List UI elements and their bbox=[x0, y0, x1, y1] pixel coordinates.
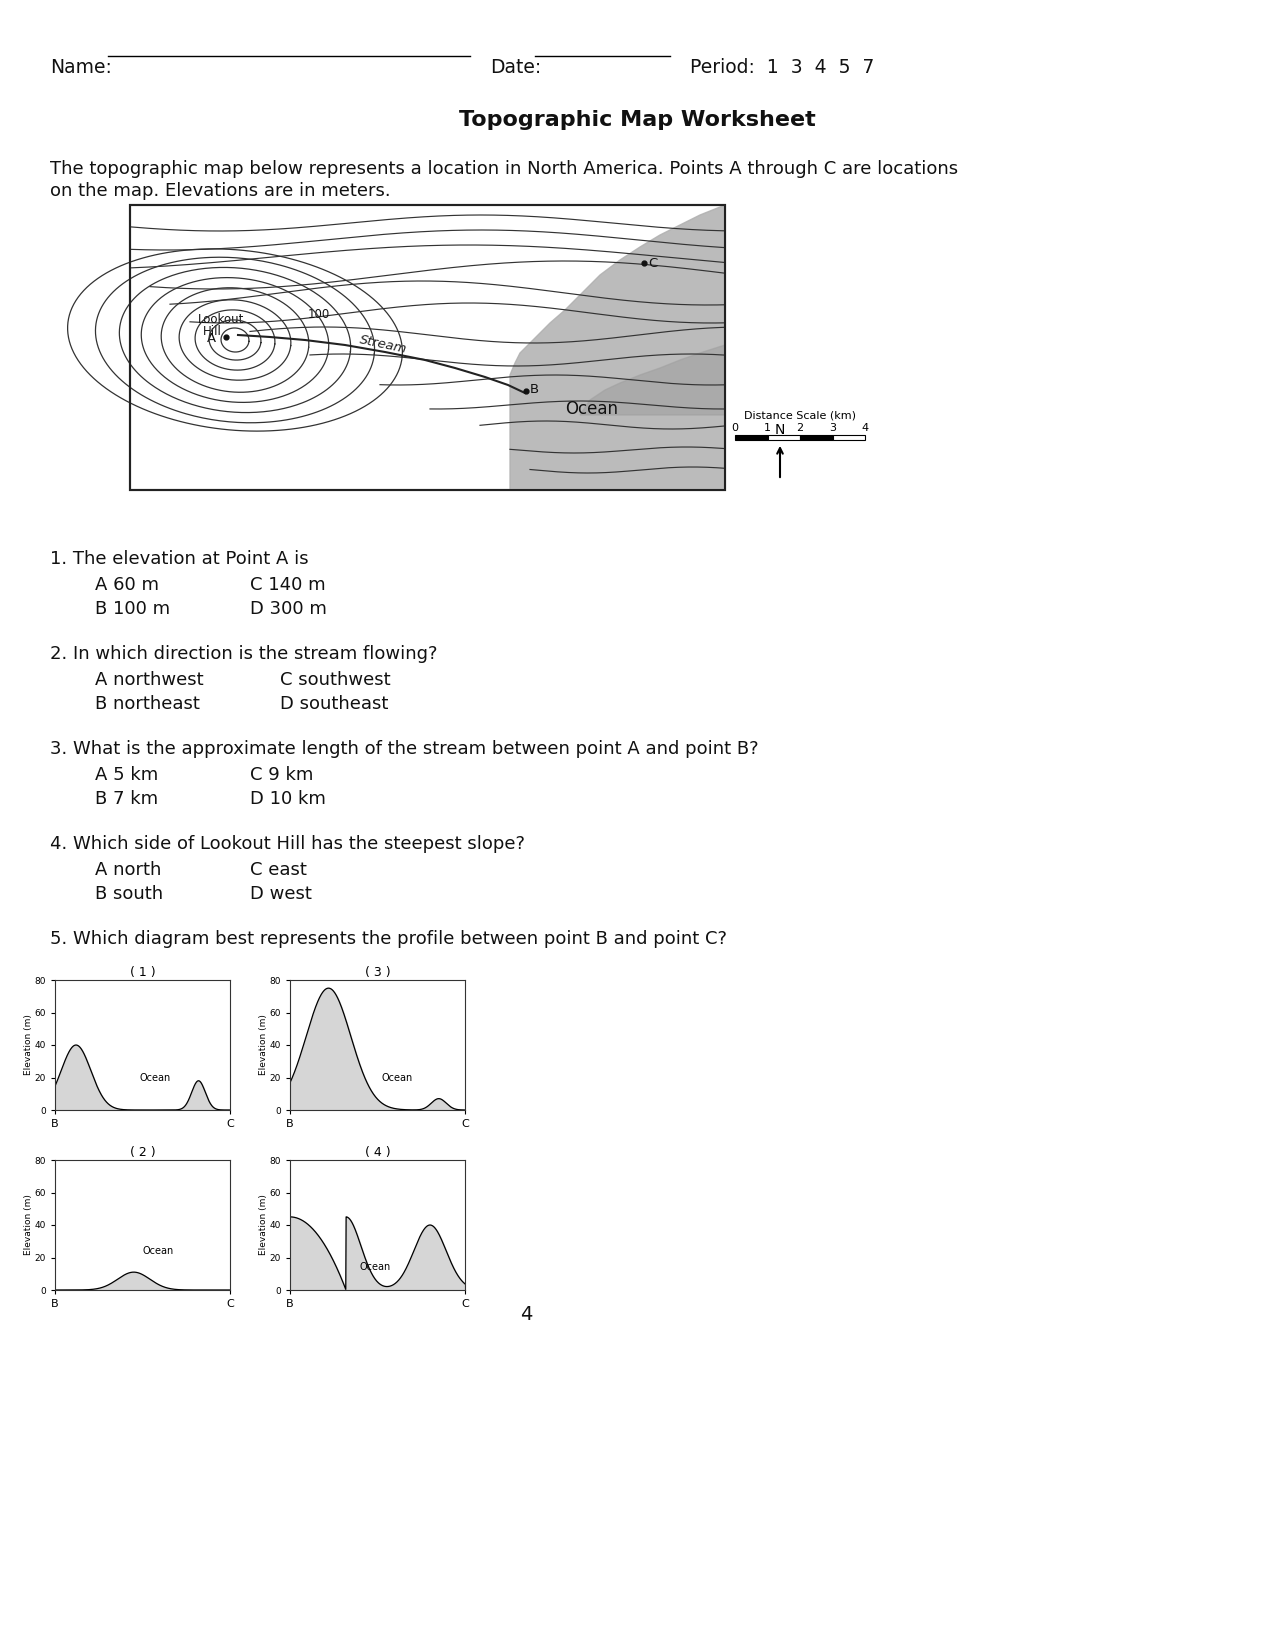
Bar bbox=[768, 436, 799, 441]
Bar bbox=[130, 205, 725, 490]
Text: D 300 m: D 300 m bbox=[250, 601, 326, 619]
Text: N: N bbox=[775, 422, 785, 437]
Text: A 5 km: A 5 km bbox=[96, 766, 158, 784]
Polygon shape bbox=[580, 345, 725, 416]
Text: 2. In which direction is the stream flowing?: 2. In which direction is the stream flow… bbox=[50, 645, 437, 663]
Polygon shape bbox=[510, 205, 725, 490]
Text: C 140 m: C 140 m bbox=[250, 576, 325, 594]
Text: 2: 2 bbox=[797, 422, 803, 432]
Text: Ocean: Ocean bbox=[381, 1072, 412, 1082]
Title: ( 1 ): ( 1 ) bbox=[130, 965, 156, 978]
Text: 4: 4 bbox=[862, 422, 868, 432]
Text: C 9 km: C 9 km bbox=[250, 766, 314, 784]
Text: 0: 0 bbox=[732, 422, 738, 432]
Text: 4: 4 bbox=[520, 1305, 533, 1323]
Text: A: A bbox=[207, 332, 217, 345]
Text: 100: 100 bbox=[309, 309, 330, 322]
Text: B: B bbox=[530, 383, 539, 396]
Y-axis label: Elevation (m): Elevation (m) bbox=[259, 1195, 268, 1256]
Text: D west: D west bbox=[250, 884, 312, 903]
Text: Ocean: Ocean bbox=[565, 399, 618, 417]
Bar bbox=[799, 436, 833, 441]
Text: Date:: Date: bbox=[490, 58, 542, 78]
Bar bbox=[734, 436, 768, 441]
Text: C: C bbox=[648, 257, 657, 271]
Text: D southeast: D southeast bbox=[280, 695, 389, 713]
Text: C east: C east bbox=[250, 861, 307, 879]
Text: 4. Which side of Lookout Hill has the steepest slope?: 4. Which side of Lookout Hill has the st… bbox=[50, 835, 525, 853]
Text: Distance Scale (km): Distance Scale (km) bbox=[745, 411, 856, 421]
Text: Ocean: Ocean bbox=[139, 1072, 171, 1082]
Y-axis label: Elevation (m): Elevation (m) bbox=[24, 1195, 33, 1256]
Bar bbox=[833, 436, 864, 441]
Text: B 100 m: B 100 m bbox=[96, 601, 170, 619]
Text: D 10 km: D 10 km bbox=[250, 790, 326, 808]
Text: B south: B south bbox=[96, 884, 163, 903]
Text: on the map. Elevations are in meters.: on the map. Elevations are in meters. bbox=[50, 182, 390, 200]
Text: Ocean: Ocean bbox=[143, 1246, 173, 1256]
Text: The topographic map below represents a location in North America. Points A throu: The topographic map below represents a l… bbox=[50, 160, 958, 178]
Text: Stream: Stream bbox=[358, 333, 408, 356]
Text: Topographic Map Worksheet: Topographic Map Worksheet bbox=[459, 111, 816, 130]
Text: 1. The elevation at Point A is: 1. The elevation at Point A is bbox=[50, 549, 309, 568]
Text: A northwest: A northwest bbox=[96, 672, 204, 690]
Y-axis label: Elevation (m): Elevation (m) bbox=[259, 1015, 268, 1076]
Y-axis label: Elevation (m): Elevation (m) bbox=[24, 1015, 33, 1076]
Text: Period:  1  3  4  5  7: Period: 1 3 4 5 7 bbox=[690, 58, 875, 78]
Text: Name:: Name: bbox=[50, 58, 112, 78]
Title: ( 4 ): ( 4 ) bbox=[365, 1145, 390, 1158]
Text: 3. What is the approximate length of the stream between point A and point B?: 3. What is the approximate length of the… bbox=[50, 739, 759, 757]
Text: C southwest: C southwest bbox=[280, 672, 390, 690]
Text: 3: 3 bbox=[829, 422, 836, 432]
Bar bbox=[130, 205, 725, 490]
Text: Lookout: Lookout bbox=[198, 314, 245, 327]
Text: Hill: Hill bbox=[203, 325, 222, 338]
Text: A north: A north bbox=[96, 861, 162, 879]
Text: 1: 1 bbox=[764, 422, 771, 432]
Text: Ocean: Ocean bbox=[360, 1262, 391, 1272]
Title: ( 2 ): ( 2 ) bbox=[130, 1145, 156, 1158]
Text: 5. Which diagram best represents the profile between point B and point C?: 5. Which diagram best represents the pro… bbox=[50, 931, 727, 949]
Title: ( 3 ): ( 3 ) bbox=[365, 965, 390, 978]
Text: A 60 m: A 60 m bbox=[96, 576, 159, 594]
Text: B northeast: B northeast bbox=[96, 695, 200, 713]
Text: B 7 km: B 7 km bbox=[96, 790, 158, 808]
